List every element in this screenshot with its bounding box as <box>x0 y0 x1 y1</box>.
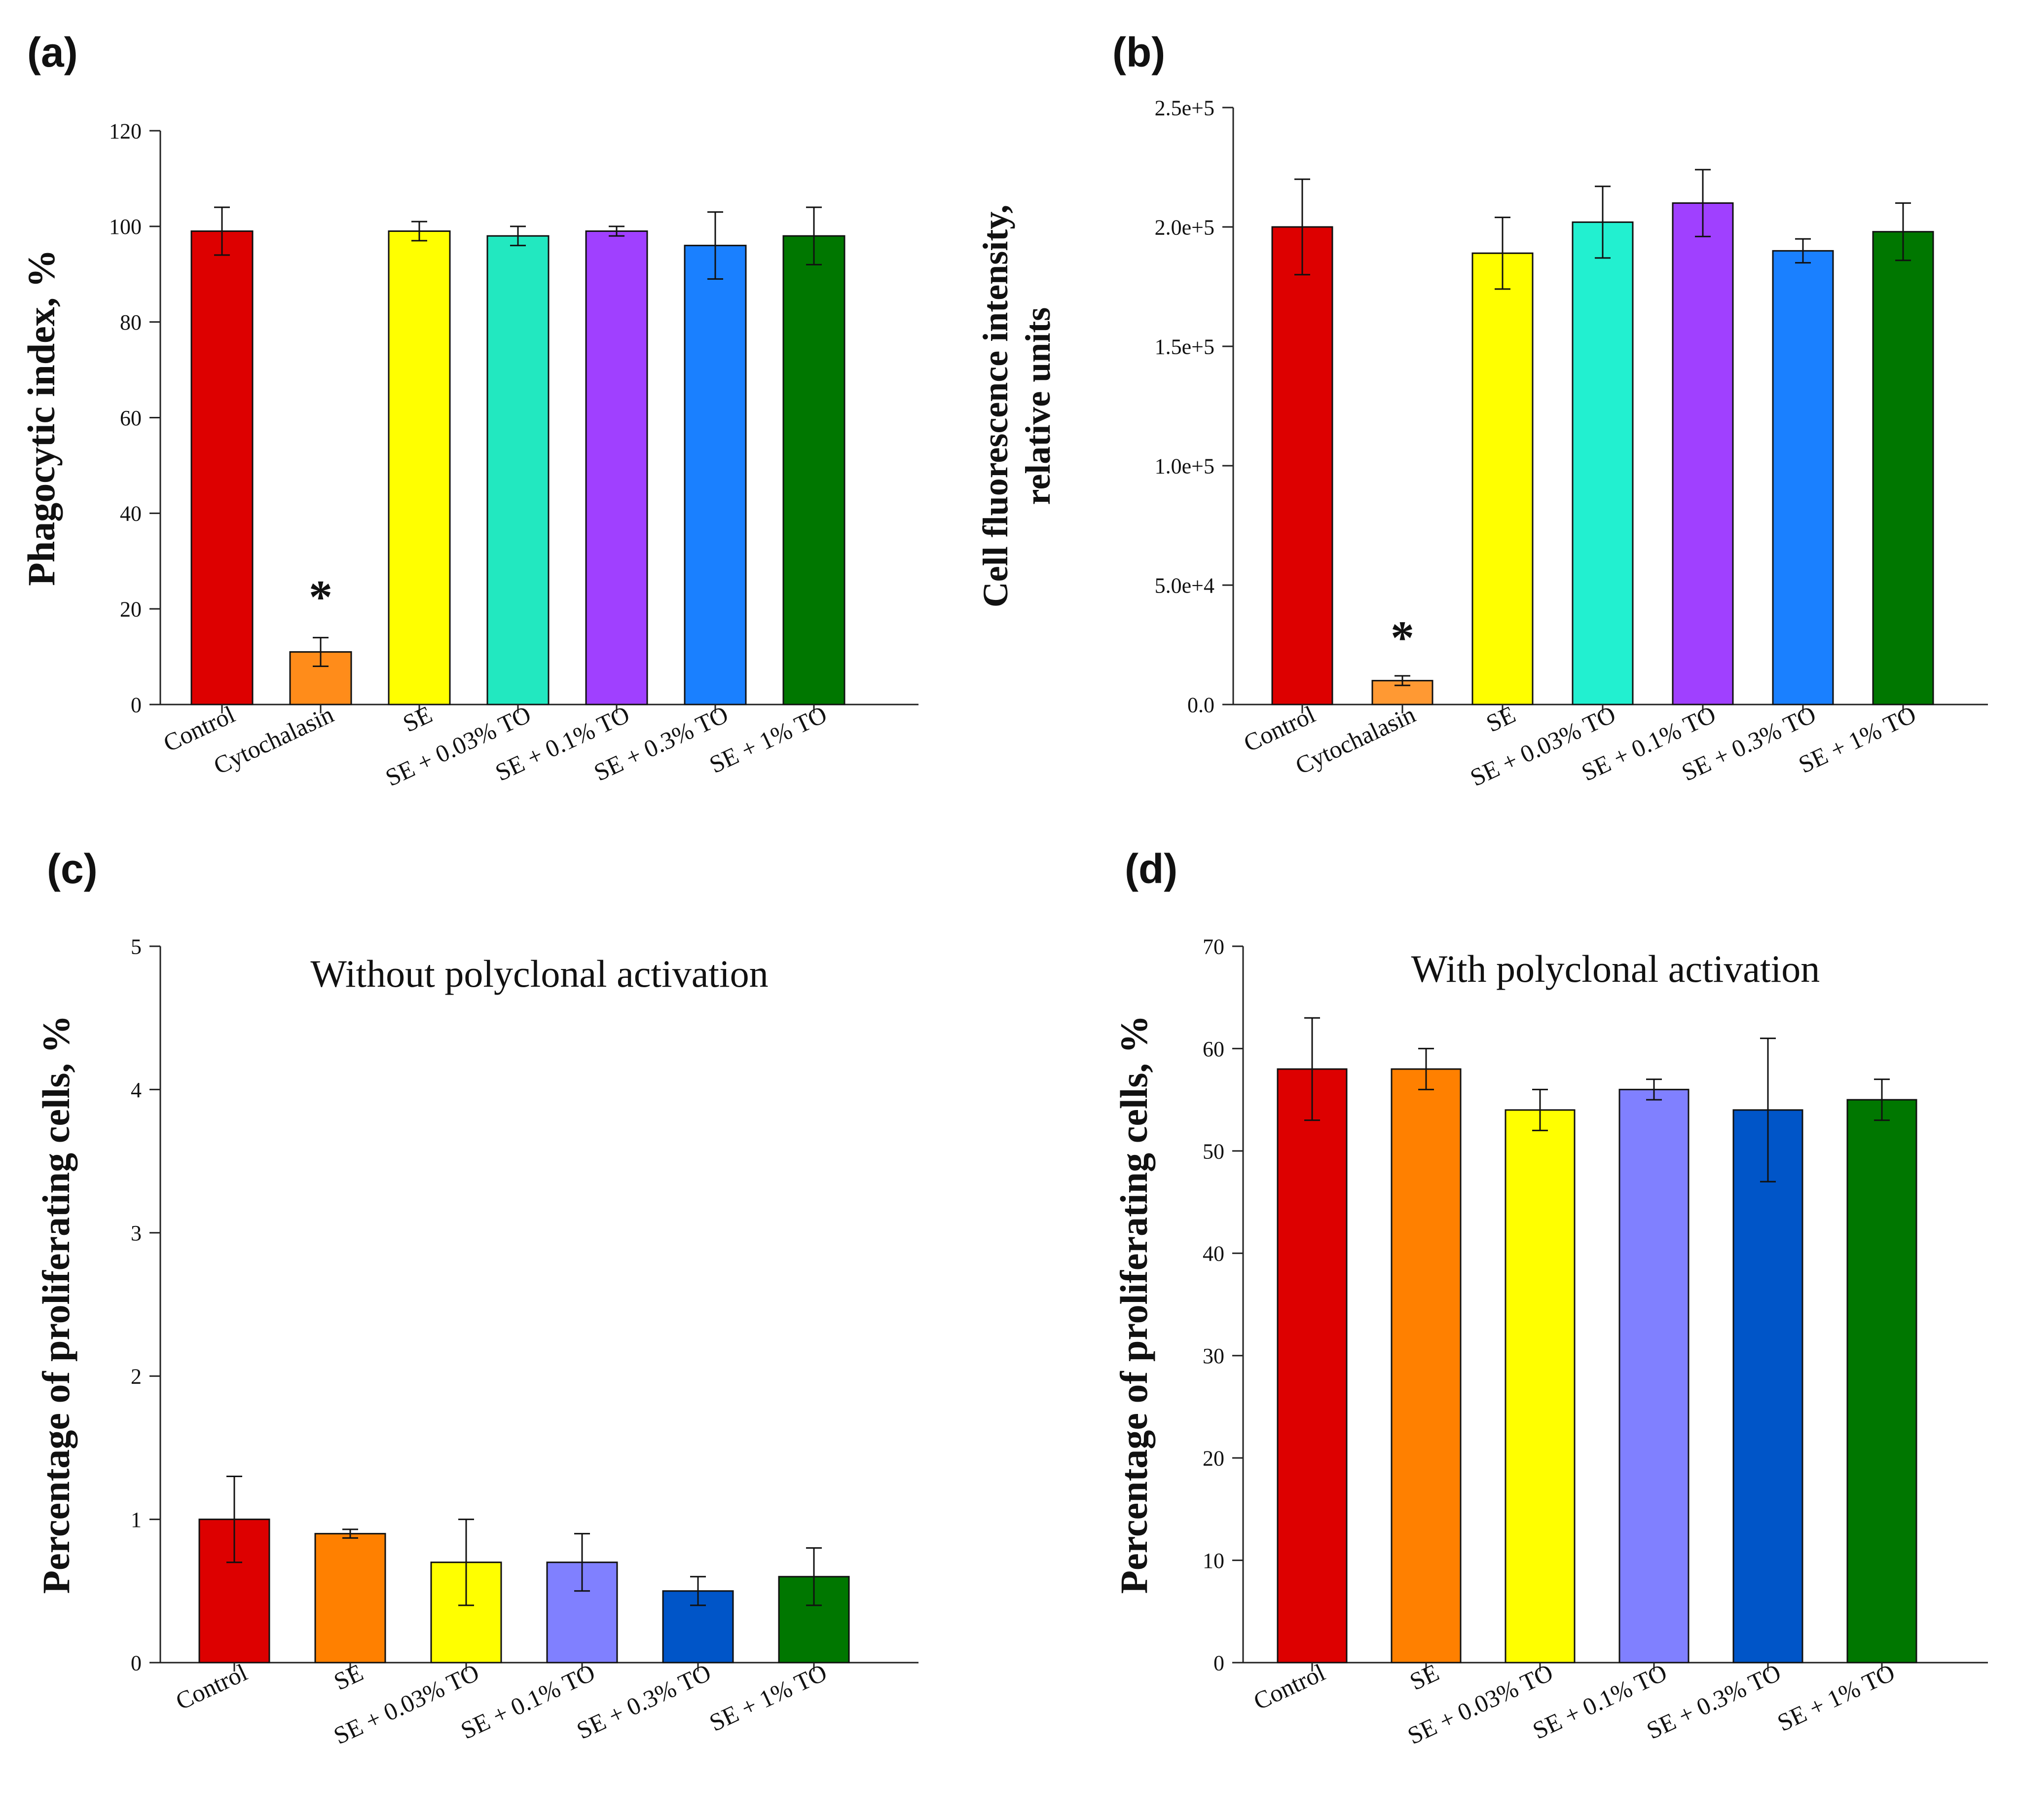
bar-b-6 <box>1872 231 1934 706</box>
bar-d-1 <box>1391 1068 1462 1664</box>
y-tick-label: 10 <box>1203 1549 1224 1573</box>
y-tick-label: 2.5e+5 <box>1155 96 1214 120</box>
bar-a-3 <box>486 235 550 706</box>
y-tick-label: 80 <box>120 310 142 334</box>
y-tick-label: 70 <box>1203 934 1224 959</box>
significance-star: * <box>1391 611 1414 664</box>
x-tick-label: Control <box>1249 1658 1329 1715</box>
bar-a-0 <box>190 230 254 706</box>
bar-d-5 <box>1846 1099 1917 1664</box>
y-axis-label: Percentage of proliferating cells, % <box>35 1015 77 1594</box>
x-tick-label: SE + 1% TO <box>705 1658 831 1737</box>
y-axis-label: Cell fluorescence intensity, <box>976 205 1015 608</box>
y-tick-label: 100 <box>109 215 142 239</box>
y-tick-label: 1 <box>131 1508 142 1532</box>
y-tick-label: 3 <box>131 1221 142 1245</box>
y-tick-label: 30 <box>1203 1344 1224 1368</box>
y-tick-label: 40 <box>1203 1242 1224 1266</box>
y-tick-label: 0 <box>1213 1651 1224 1675</box>
panel-label: (d) <box>1125 846 1177 892</box>
y-tick-label: 0 <box>131 1651 142 1675</box>
bar-d-4 <box>1732 1109 1803 1664</box>
y-tick-label: 60 <box>120 406 142 430</box>
panel-d: (d) With polyclonal activation 0 10 20 30 40 50… <box>1112 846 1988 1749</box>
y-tick-label: 120 <box>109 119 142 143</box>
panel-label: (b) <box>1112 29 1165 75</box>
x-tick-label: SE <box>1405 1658 1443 1695</box>
bar-d-3 <box>1618 1088 1689 1664</box>
bar-a-6 <box>782 235 845 706</box>
x-tick-label: Control <box>172 1658 252 1715</box>
bar-b-3 <box>1572 221 1634 706</box>
chart-title: Without polyclonal activation <box>310 952 768 995</box>
y-axis-label: Phagocytic index, % <box>20 249 63 586</box>
x-tick-label: SE + 0.3% TO <box>572 1658 715 1745</box>
x-tick-label: SE <box>1482 700 1520 737</box>
x-tick-label: SE <box>399 700 437 737</box>
x-tick-label: SE + 1% TO <box>1773 1658 1899 1737</box>
y-tick-label: 0 <box>131 693 142 717</box>
chart-title: With polyclonal activation <box>1411 947 1820 990</box>
bar-d-2 <box>1505 1109 1576 1664</box>
bar-c-1 <box>314 1533 386 1664</box>
y-tick-label: 40 <box>120 502 142 526</box>
y-tick-label: 0.0 <box>1187 693 1214 717</box>
panel-label: (a) <box>27 29 78 75</box>
y-axis-label: Percentage of proliferating cells, % <box>1112 1015 1155 1594</box>
y-tick-label: 60 <box>1203 1037 1224 1061</box>
y-tick-label: 4 <box>131 1078 142 1102</box>
y-tick-label: 2.0e+5 <box>1155 215 1214 239</box>
bar-a-2 <box>388 230 451 706</box>
significance-star: * <box>309 570 332 623</box>
y-tick-label: 5 <box>131 934 142 959</box>
panel-b: (b) 0.0 5.0e+4 1.0e+5 1.5e+5 2.0e+5 2.5e+5 Cell… <box>976 29 1988 791</box>
bar-b-5 <box>1772 250 1834 706</box>
y-tick-label: 20 <box>1203 1447 1224 1471</box>
bar-b-0 <box>1271 226 1333 706</box>
x-tick-label: SE <box>330 1658 367 1695</box>
bar-b-4 <box>1672 202 1734 706</box>
bar-d-0 <box>1277 1068 1348 1664</box>
bar-a-4 <box>585 230 648 706</box>
y-tick-label: 1.5e+5 <box>1155 334 1214 359</box>
bar-b-2 <box>1471 252 1534 706</box>
y-tick-label: 50 <box>1203 1139 1224 1163</box>
y-tick-label: 5.0e+4 <box>1155 573 1214 597</box>
y-tick-label: 20 <box>120 597 142 622</box>
bar-a-5 <box>684 245 747 706</box>
panel-label: (c) <box>47 846 98 892</box>
y-axis-label: relative units <box>1018 307 1058 505</box>
y-tick-label: 2 <box>131 1365 142 1389</box>
y-tick-label: 1.0e+5 <box>1155 454 1214 478</box>
panel-c: (c) Without polyclonal activation 0 1 2 3 4 5 Pe… <box>35 846 918 1749</box>
